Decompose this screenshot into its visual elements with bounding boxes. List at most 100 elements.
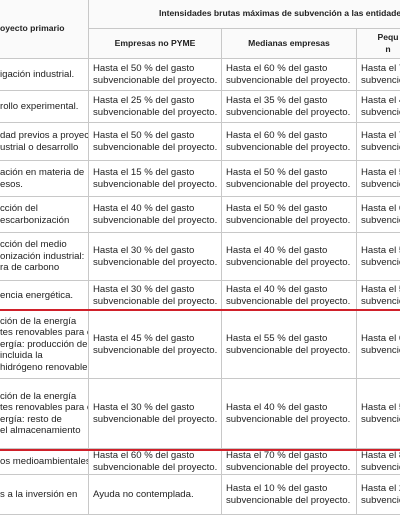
table-cell: Hasta el 50 % del gasto subvencionable de… xyxy=(221,196,357,233)
table-row: cción del medio onización industrial: ra d… xyxy=(0,232,400,281)
table-cell: os medioambientales. xyxy=(0,448,89,475)
header-cell: oyecto primario xyxy=(0,0,89,59)
cell-text: hidrógeno renovable. xyxy=(0,361,89,373)
table-cell: Hasta el 50 % del gasto subvencionable de… xyxy=(88,122,222,161)
table-cell: Hasta el 65subvencionable xyxy=(355,310,400,379)
cell-text: encia energética. xyxy=(0,289,74,301)
table-row: encia energética. Hasta el 30 % del gasto… xyxy=(0,280,400,311)
cell-text: tes renovables para el xyxy=(0,327,89,339)
table-cell: Hasta el 40 % del gasto subvencionable de… xyxy=(221,280,357,311)
cell-text: Medianas empresas xyxy=(248,37,330,48)
cell-text: Hasta el 60 % del gasto xyxy=(93,450,195,461)
cell-text: Hasta el 30 % del gasto xyxy=(93,402,195,413)
table-cell: Hasta el 40 % del gasto subvencionable de… xyxy=(88,196,222,233)
cell-text: Hasta el 10 % del gasto xyxy=(226,483,328,494)
cell-text: n xyxy=(385,43,391,54)
table-cell: Hasta el 45subvencionable xyxy=(355,90,400,123)
table-row: dad previos a proyectosustrial o desarro… xyxy=(0,122,400,161)
table-cell: Hasta el 30 % del gasto subvencionable de… xyxy=(88,280,222,311)
cell-text: subvencionable xyxy=(361,106,400,118)
header-cell: Intensidades brutas máximas de subvenció… xyxy=(87,0,400,29)
cell-text: Hasta el 70 % del gasto xyxy=(226,450,328,461)
cell-text: subvencionable del proyecto. xyxy=(93,74,218,86)
cell-text: os medioambientales. xyxy=(0,455,89,467)
cell-text: Hasta el 50 xyxy=(361,284,400,295)
cell-text: Hasta el 50 % del gasto xyxy=(226,203,328,214)
table-cell: Hasta el 30 % del gasto subvencionable de… xyxy=(88,378,222,449)
cell-text: Hasta el 50 % del gasto xyxy=(226,167,328,178)
table-cell: ción de la energía tes renovables para el… xyxy=(0,310,89,379)
table-cell: Hasta el 30 % del gasto subvencionable de… xyxy=(88,232,222,281)
cell-text: subvencionable xyxy=(361,461,400,473)
cell-text: Hasta el 70 xyxy=(361,130,400,141)
table-cell: ción de la energía tes renovables para el… xyxy=(0,378,89,449)
table-cell: Hasta el 60 % del gasto subvencionable de… xyxy=(221,58,357,91)
cell-text: subvencionable del proyecto. xyxy=(226,106,351,118)
table-row: ción de la energía tes renovables para el… xyxy=(0,310,400,379)
table-cell: rollo experimental. xyxy=(0,90,89,123)
table-cell: Hasta el 45 % del gasto subvencionable de… xyxy=(88,310,222,379)
cell-text: ción de la energía xyxy=(0,390,77,402)
cell-text: subvencionable del proyecto. xyxy=(93,461,218,473)
cell-text: Hasta el 40 % del gasto xyxy=(93,203,195,214)
table-cell: Hasta el 80subvencionable xyxy=(355,448,400,475)
cell-text: Hasta el 50 % del gasto xyxy=(93,63,195,74)
cell-text: subvencionable del proyecto. xyxy=(226,344,351,356)
cell-text: ustrial o desarrollo xyxy=(0,141,79,153)
cell-text: el almacenamiento xyxy=(0,425,81,436)
table-cell: Hasta el 35 % del gasto subvencionable de… xyxy=(221,90,357,123)
table-cell: cción del escarbonización xyxy=(0,196,89,233)
table-cell: Hasta el 50subvencionable xyxy=(355,232,400,281)
cell-text: Hasta el 65 xyxy=(361,333,400,344)
table-cell: Hasta el 60 % del gasto subvencionable de… xyxy=(221,122,357,161)
cell-text: ergía: resto de xyxy=(0,413,62,425)
cell-text: igación industrial. xyxy=(0,68,75,80)
table-cell: Hasta el 20subvencionable xyxy=(355,474,400,515)
table-row: ación en materia de esos. Hasta el 15 % de… xyxy=(0,160,400,197)
table-cell: Hasta el 10 % del gasto subvencionable de… xyxy=(221,474,357,515)
cell-text: cción del xyxy=(0,203,38,214)
table-cell: Hasta el 55 % del gasto subvencionable de… xyxy=(221,310,357,379)
cell-text: subvencionable del proyecto. xyxy=(226,141,351,153)
red-line xyxy=(0,309,400,311)
cell-text: ra de carbono xyxy=(0,262,60,274)
cell-text: Hasta el 30 % del gasto xyxy=(93,245,195,256)
table-cell: igación industrial. xyxy=(0,58,89,91)
cell-text: subvencionable del proyecto. xyxy=(93,106,218,118)
table-cell: Hasta el 40 % del gasto subvencionable de… xyxy=(221,378,357,449)
table-cell: Hasta el 50subvencionable xyxy=(355,160,400,197)
cell-text: Empresas no PYME xyxy=(114,37,196,48)
cell-text: esos. xyxy=(0,178,23,190)
table-cell: Hasta el 40 % del gasto subvencionable de… xyxy=(221,232,357,281)
cell-text: Hasta el 25 % del gasto xyxy=(93,95,195,106)
cell-text: subvencionable xyxy=(361,494,400,506)
header-cell: Medianas empresas xyxy=(221,28,357,59)
cell-text: subvencionable xyxy=(361,141,400,153)
cell-text: subvencionable xyxy=(361,178,400,190)
cell-text: subvencionable xyxy=(361,344,400,356)
table-cell: dad previos a proyectosustrial o desarro… xyxy=(0,122,89,161)
cell-text: rollo experimental. xyxy=(0,100,79,112)
cell-text: subvencionable xyxy=(361,74,400,86)
cell-text: subvencionable xyxy=(361,214,400,226)
cell-text: ergía: producción de xyxy=(0,338,88,350)
table-cell: Hasta el 50subvencionable xyxy=(355,378,400,449)
cell-text: subvencionable xyxy=(361,413,400,425)
cell-text: Hasta el 35 % del gasto xyxy=(226,95,328,106)
cell-text: subvencionable del proyecto. xyxy=(93,141,218,153)
cell-text: Hasta el 80 xyxy=(361,450,400,461)
table-cell: Hasta el 50 % del gasto subvencionable de… xyxy=(88,58,222,91)
cell-text: subvencionable del proyecto. xyxy=(93,295,218,307)
cell-text: Ayuda no contemplada. xyxy=(93,488,194,500)
table-cell: Hasta el 25 % del gasto subvencionable de… xyxy=(88,90,222,123)
cell-text: Hasta el 60 % del gasto xyxy=(226,130,328,141)
cell-text: s a la inversión en xyxy=(0,488,78,500)
cell-text: Hasta el 60 % del gasto xyxy=(226,63,328,74)
cell-text: tes renovables para el xyxy=(0,402,89,413)
cell-text: Hasta el 40 % del gasto xyxy=(226,245,328,256)
cell-text: ción de la energía xyxy=(0,315,77,327)
table-cell: Ayuda no contemplada. xyxy=(88,474,222,515)
cell-text: incluida la xyxy=(0,350,43,362)
red-line xyxy=(0,449,400,451)
